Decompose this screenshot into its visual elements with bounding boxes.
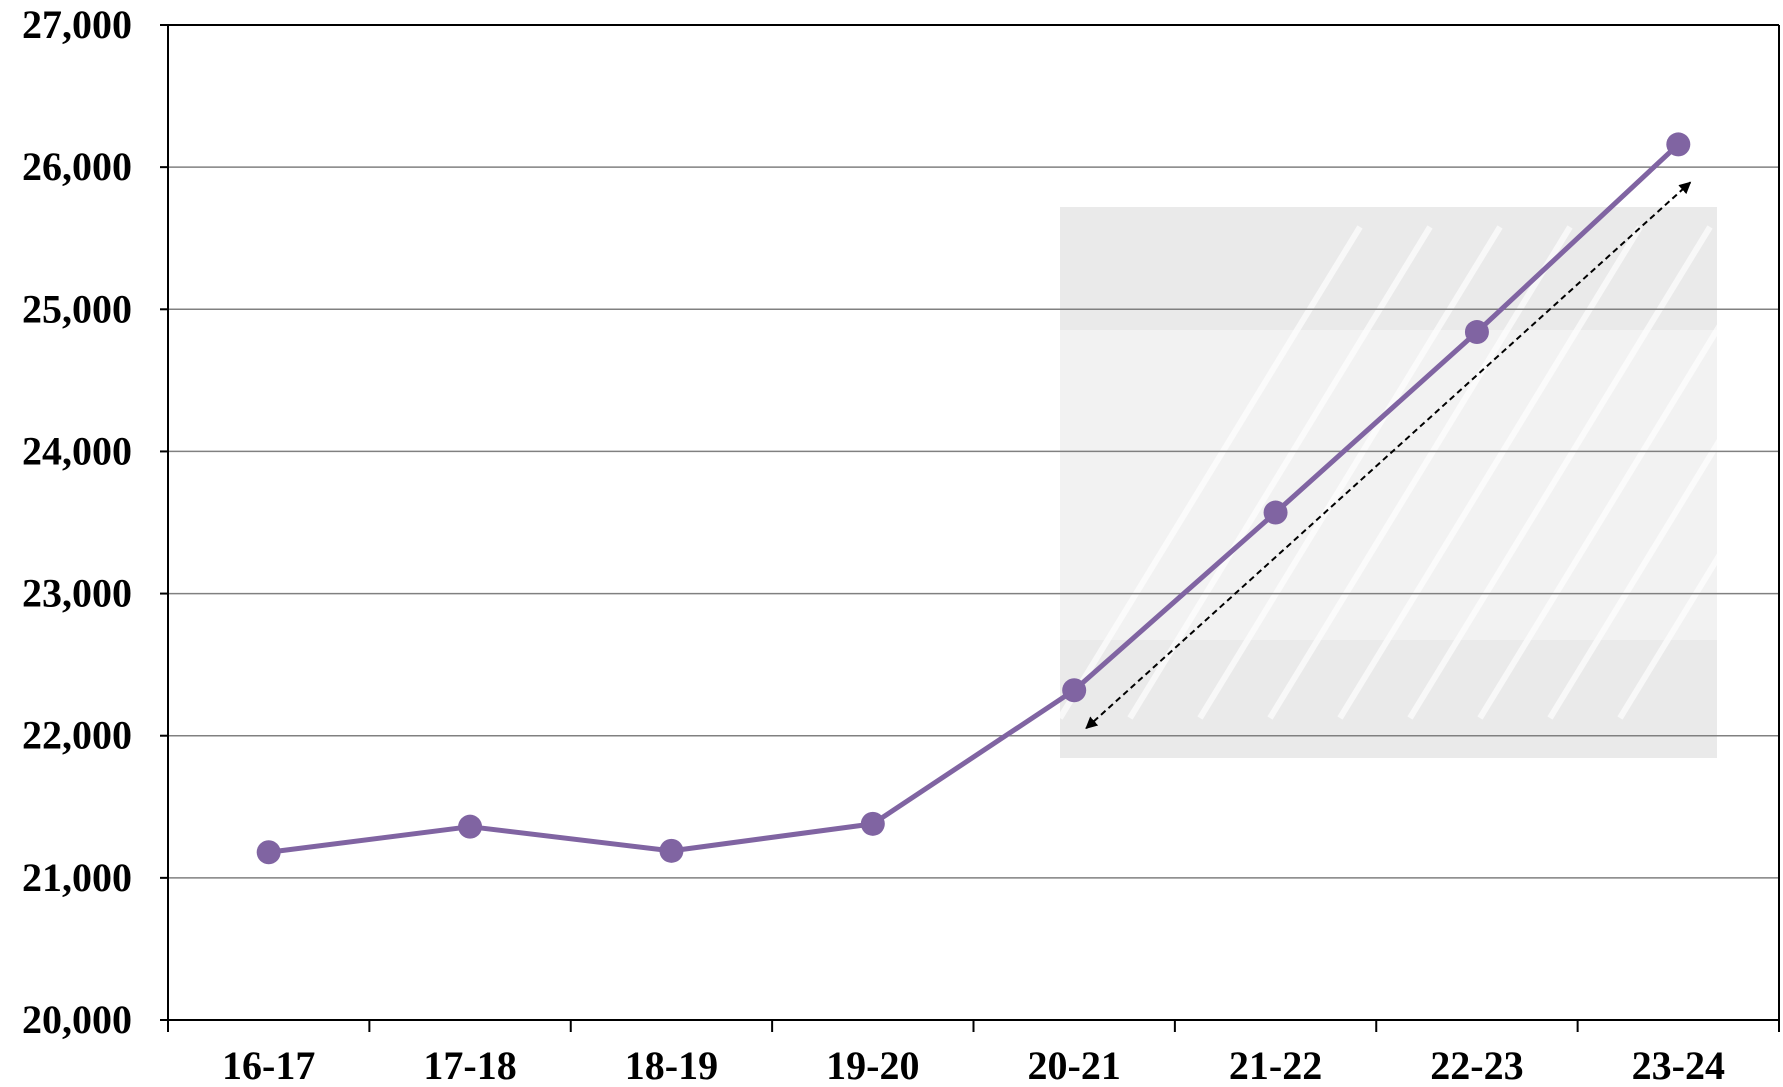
data-point bbox=[860, 811, 885, 836]
y-tick-label: 20,000 bbox=[22, 997, 132, 1042]
x-tick-label: 20-21 bbox=[1028, 1043, 1121, 1087]
x-tick-label: 21-22 bbox=[1229, 1043, 1322, 1087]
data-point bbox=[1666, 132, 1691, 157]
background-watermark bbox=[1057, 207, 1783, 758]
x-tick-label: 18-19 bbox=[625, 1043, 718, 1087]
x-tick-label: 19-20 bbox=[826, 1043, 919, 1087]
y-tick-label: 21,000 bbox=[22, 855, 132, 900]
x-tick-label: 23-24 bbox=[1632, 1043, 1725, 1087]
x-tick-label: 16-17 bbox=[222, 1043, 315, 1087]
series bbox=[256, 132, 1691, 865]
x-tick-label: 17-18 bbox=[423, 1043, 516, 1087]
y-tick-label: 24,000 bbox=[22, 428, 132, 473]
data-point bbox=[1263, 500, 1288, 525]
trend-double-arrow bbox=[1085, 181, 1692, 730]
y-tick-label: 27,000 bbox=[22, 2, 132, 47]
y-tick-label: 23,000 bbox=[22, 571, 132, 616]
y-tick-label: 26,000 bbox=[22, 144, 132, 189]
data-point bbox=[659, 838, 684, 863]
series-line bbox=[268, 142, 1681, 855]
axes bbox=[160, 24, 1780, 1032]
annotations bbox=[1085, 181, 1692, 730]
y-tick-label: 25,000 bbox=[22, 286, 132, 331]
data-point bbox=[256, 840, 281, 865]
data-point bbox=[1464, 320, 1489, 345]
y-tick-labels: 20,000 21,000 22,000 23,000 24,000 25,000 26,0… bbox=[22, 2, 132, 1042]
x-tick-labels: 16-17 17-18 18-19 19-20 20-21 21-22 22-23 23-24 bbox=[222, 1043, 1725, 1087]
x-tick-label: 22-23 bbox=[1430, 1043, 1523, 1087]
data-point bbox=[458, 814, 483, 839]
data-point bbox=[1062, 678, 1087, 703]
y-tick-label: 22,000 bbox=[22, 713, 132, 758]
